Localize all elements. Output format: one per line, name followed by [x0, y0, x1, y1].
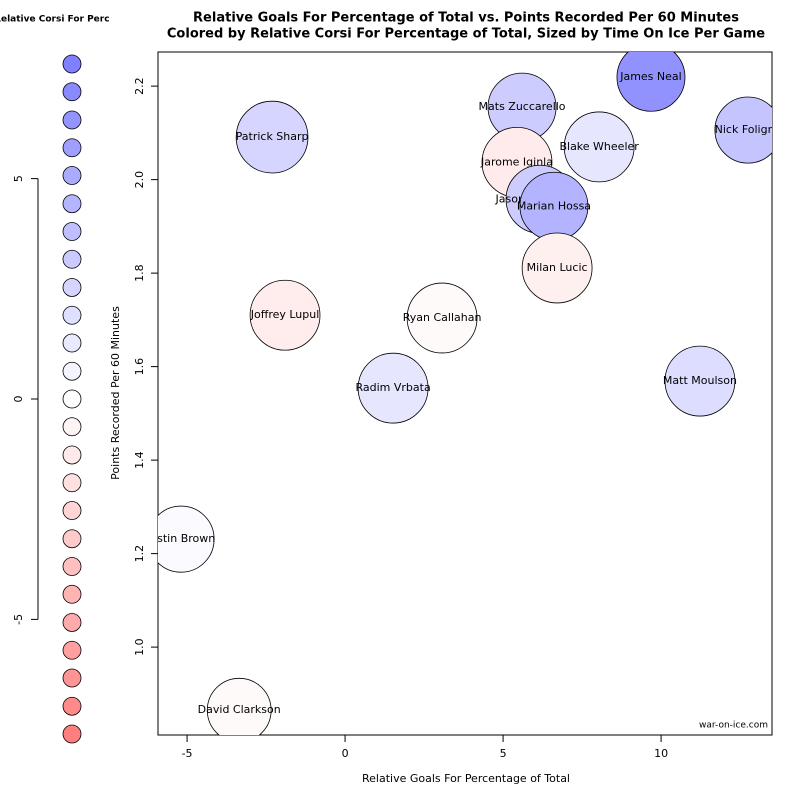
legend-swatch	[62, 166, 82, 185]
legend-swatch	[62, 501, 82, 520]
bubble	[616, 52, 686, 112]
plot-area: James Neal Nick Foligno Mats Zuccarello Bla…	[146, 52, 782, 735]
legend-swatch	[62, 54, 82, 74]
bubble	[714, 96, 772, 164]
annotation: war-on-ice.com	[699, 721, 768, 731]
legend-swatch	[62, 557, 82, 576]
bubble	[664, 345, 736, 417]
bubble-label: James Neal	[619, 70, 682, 83]
y-tick-label: 2.0	[133, 171, 146, 189]
bubble	[206, 677, 272, 735]
legend-tick-label: 5	[12, 175, 25, 182]
legend-swatch	[62, 613, 82, 632]
legend-swatch	[62, 249, 82, 269]
bubble	[357, 352, 429, 424]
y-tick-label: 2.2	[133, 77, 146, 95]
bubble	[249, 279, 321, 351]
bubble-label: Nick Foligno	[715, 123, 782, 136]
legend-swatch	[62, 668, 82, 688]
legend-swatch	[62, 361, 82, 381]
bubble-label: Matt Moulson	[663, 374, 737, 387]
y-tick-label: 1.0	[133, 638, 146, 656]
bubble-label: Milan Lucic	[527, 261, 588, 274]
legend-swatch	[62, 222, 82, 241]
legend-swatch	[62, 696, 82, 716]
bubble	[235, 100, 309, 174]
bubble-label: Marian Hossa	[517, 199, 591, 212]
legend-tick-label: -5	[12, 614, 25, 625]
legend-swatch	[62, 724, 82, 744]
bubble-label: Justin Brown	[146, 532, 215, 545]
y-tick-label: 1.4	[133, 451, 146, 469]
bubble-label: David Clarkson	[198, 703, 281, 716]
y-tick-label: 1.2	[133, 545, 146, 563]
x-tick-label: -5	[182, 747, 193, 760]
legend-swatch	[62, 138, 82, 158]
legend-title: Relative Corsi For Percentage of Total	[0, 15, 186, 25]
legend-swatch	[62, 389, 82, 409]
bubble	[563, 111, 635, 183]
legend-title-clip: Relative Corsi For Percentage of Total	[0, 15, 186, 25]
bubble-label: Radim Vrbata	[355, 381, 430, 394]
legend-swatch	[62, 417, 82, 437]
x-tick-label: 0	[342, 747, 349, 760]
legend-swatch	[62, 305, 82, 325]
legend-swatch	[62, 445, 82, 465]
chart-title: Relative Goals For Percentage of Total v…	[193, 11, 739, 26]
bubble	[521, 232, 593, 304]
legend-swatch	[62, 82, 82, 102]
bubble-label: Blake Wheeler	[559, 140, 639, 153]
legend-swatch	[62, 640, 82, 660]
chart-subtitle: Colored by Relative Corsi For Percentage…	[167, 27, 765, 42]
legend-swatch	[62, 584, 82, 604]
legend-tick-label: 0	[12, 396, 25, 403]
legend-swatch	[62, 194, 82, 214]
x-tick-label: 10	[654, 747, 668, 760]
bubble-label: Mats Zuccarello	[479, 100, 566, 113]
y-axis-label: Points Recorded Per 60 Minutes	[109, 306, 122, 480]
legend-swatch	[62, 278, 82, 297]
bubble	[158, 505, 215, 573]
bubble	[406, 282, 478, 354]
bubble-label: Jarome Iginla	[480, 155, 553, 168]
plot-frame	[157, 51, 773, 736]
legend-swatch	[62, 473, 82, 493]
legend-swatch	[62, 110, 82, 130]
bubble-label: Joffrey Lupul	[250, 308, 320, 321]
y-tick-label: 1.8	[133, 264, 146, 282]
legend-swatch	[62, 529, 82, 549]
x-tick-label: 5	[500, 747, 507, 760]
bubble-label: Patrick Sharp	[236, 130, 309, 143]
y-tick-label: 1.6	[133, 358, 146, 376]
x-axis-label: Relative Goals For Percentage of Total	[362, 772, 570, 785]
bubble-label: Ryan Callahan	[403, 311, 482, 324]
legend-swatch	[62, 333, 82, 353]
